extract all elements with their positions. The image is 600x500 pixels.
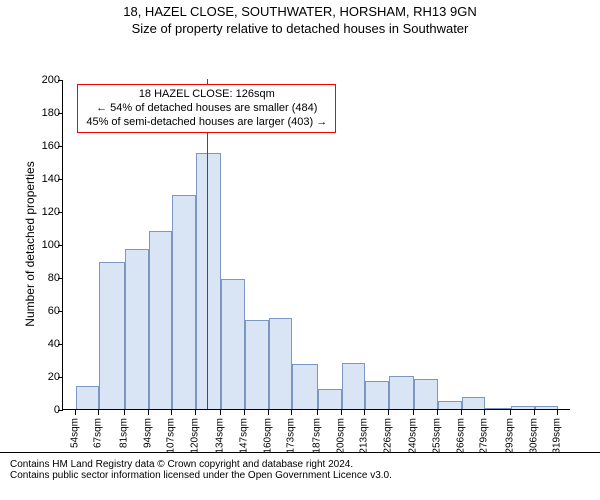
xtick-label: 279sqm (479, 418, 490, 454)
ytick-label: 0 (0, 404, 66, 416)
title-address: 18, HAZEL CLOSE, SOUTHWATER, HORSHAM, RH… (0, 4, 600, 19)
ytick-label: 60 (0, 305, 66, 317)
xtick-mark (244, 410, 245, 415)
xtick-label: 120sqm (189, 418, 200, 454)
ytick-label: 180 (0, 107, 66, 119)
histogram-bar (342, 363, 366, 409)
xtick-mark (148, 410, 149, 415)
xtick-label: 226sqm (382, 418, 393, 454)
xtick-label: 94sqm (142, 418, 153, 448)
histogram-bar (269, 318, 293, 409)
ytick-label: 80 (0, 272, 66, 284)
xtick-mark (124, 410, 125, 415)
annotation-line-2: ← 54% of detached houses are smaller (48… (86, 102, 327, 116)
ytick-label: 160 (0, 140, 66, 152)
xtick-mark (557, 410, 558, 415)
xtick-label: 266sqm (455, 418, 466, 454)
xtick-mark (268, 410, 269, 415)
xtick-mark (98, 410, 99, 415)
xtick-mark (317, 410, 318, 415)
ytick-label: 100 (0, 239, 66, 251)
histogram-bar (438, 401, 462, 409)
xtick-mark (534, 410, 535, 415)
xtick-label: 173sqm (286, 418, 297, 454)
histogram-bar (76, 386, 100, 409)
title-subtitle: Size of property relative to detached ho… (0, 21, 600, 36)
annotation-box: 18 HAZEL CLOSE: 126sqm← 54% of detached … (77, 84, 336, 133)
xtick-mark (388, 410, 389, 415)
histogram-bar (511, 406, 535, 409)
attribution-footer: Contains HM Land Registry data © Crown c… (0, 452, 600, 485)
xtick-label: 54sqm (69, 418, 80, 448)
xtick-mark (171, 410, 172, 415)
xtick-mark (437, 410, 438, 415)
xtick-label: 213sqm (359, 418, 370, 454)
xtick-mark (461, 410, 462, 415)
histogram-bar (149, 231, 173, 409)
xtick-mark (341, 410, 342, 415)
xtick-mark (413, 410, 414, 415)
histogram-bar (125, 249, 149, 409)
chart-titles: 18, HAZEL CLOSE, SOUTHWATER, HORSHAM, RH… (0, 4, 600, 36)
xtick-label: 134sqm (215, 418, 226, 454)
footer-line2: Contains public sector information licen… (10, 470, 590, 481)
histogram-bar (245, 320, 269, 409)
ytick-label: 40 (0, 338, 66, 350)
ytick-label: 140 (0, 173, 66, 185)
xtick-label: 67sqm (93, 418, 104, 448)
histogram-bar (462, 397, 486, 409)
histogram-bar (535, 406, 559, 409)
plot-area: 18 HAZEL CLOSE: 126sqm← 54% of detached … (62, 80, 570, 410)
xtick-label: 253sqm (432, 418, 443, 454)
xtick-label: 306sqm (528, 418, 539, 454)
annotation-line-3: 45% of semi-detached houses are larger (… (86, 116, 327, 130)
xtick-mark (195, 410, 196, 415)
histogram-bar (99, 262, 124, 409)
xtick-label: 160sqm (262, 418, 273, 454)
histogram-bar (365, 381, 389, 409)
histogram-bar (221, 279, 245, 409)
xtick-mark (364, 410, 365, 415)
xtick-label: 200sqm (335, 418, 346, 454)
histogram-bar (318, 389, 342, 409)
xtick-mark (291, 410, 292, 415)
xtick-mark (510, 410, 511, 415)
xtick-label: 319sqm (552, 418, 563, 454)
xtick-label: 187sqm (311, 418, 322, 454)
histogram-bar (196, 153, 221, 409)
histogram-bar (172, 195, 196, 410)
xtick-mark (484, 410, 485, 415)
xtick-label: 240sqm (408, 418, 419, 454)
xtick-mark (75, 410, 76, 415)
ytick-label: 120 (0, 206, 66, 218)
xtick-label: 81sqm (118, 418, 129, 448)
histogram-bar (485, 408, 510, 409)
histogram-bar (389, 376, 414, 409)
xtick-label: 293sqm (504, 418, 515, 454)
footer-line1: Contains HM Land Registry data © Crown c… (10, 459, 590, 470)
ytick-label: 200 (0, 74, 66, 86)
ytick-label: 20 (0, 371, 66, 383)
histogram-bar (292, 364, 317, 409)
xtick-mark (220, 410, 221, 415)
annotation-line-1: 18 HAZEL CLOSE: 126sqm (86, 88, 327, 102)
xtick-label: 107sqm (166, 418, 177, 454)
xtick-label: 147sqm (239, 418, 250, 454)
histogram-bar (414, 379, 438, 409)
